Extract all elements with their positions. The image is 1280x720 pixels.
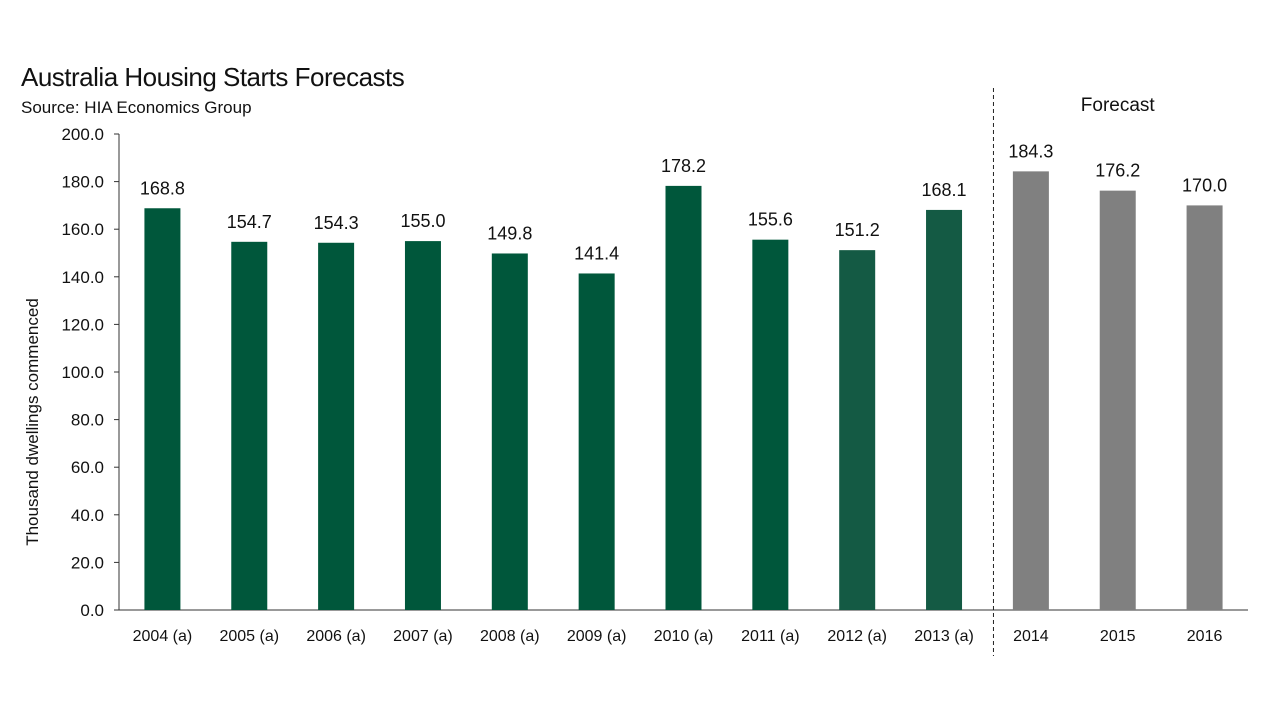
data-label: 155.0 <box>400 211 445 231</box>
data-label: 168.1 <box>922 180 967 200</box>
bar-2005-a <box>231 241 268 610</box>
bar-2012-a <box>839 250 876 611</box>
x-tick-label: 2014 <box>1013 628 1049 645</box>
x-tick-label: 2004 (a) <box>133 628 193 645</box>
x-tick-label: 2012 (a) <box>827 628 887 645</box>
y-tick-label: 200.0 <box>61 125 104 144</box>
x-tick-label: 2006 (a) <box>306 628 366 645</box>
bar-2008-a <box>491 253 528 610</box>
bar-2006-a <box>318 242 355 611</box>
y-tick-label: 160.0 <box>61 220 104 239</box>
data-label: 170.0 <box>1182 175 1227 195</box>
x-tick-label: 2013 (a) <box>914 628 974 645</box>
chart-title: Australia Housing Starts Forecasts <box>21 62 405 92</box>
y-axis-label: Thousand dwellings commenced <box>23 298 42 546</box>
bar-2013-a <box>926 209 963 610</box>
chart-subtitle: Source: HIA Economics Group <box>21 98 252 117</box>
x-tick-label: 2010 (a) <box>654 628 714 645</box>
data-label: 155.6 <box>748 210 793 230</box>
x-tick-label: 2007 (a) <box>393 628 453 645</box>
y-tick-label: 60.0 <box>71 458 104 477</box>
bar-2010-a <box>665 185 702 610</box>
y-tick-label: 120.0 <box>61 315 104 334</box>
x-tick-label: 2009 (a) <box>567 628 627 645</box>
y-tick-label: 80.0 <box>71 411 104 430</box>
y-tick-label: 20.0 <box>71 553 104 572</box>
bar-2004-a <box>144 208 181 611</box>
bar-2016 <box>1186 205 1223 610</box>
data-label: 154.7 <box>227 212 272 232</box>
bar-2009-a <box>578 273 615 610</box>
x-tick-label: 2011 (a) <box>741 628 799 645</box>
y-tick-label: 140.0 <box>61 268 104 287</box>
y-tick-label: 180.0 <box>61 173 104 192</box>
x-tick-label: 2015 <box>1100 628 1136 645</box>
data-label: 168.8 <box>140 178 185 198</box>
x-tick-label: 2005 (a) <box>219 628 279 645</box>
data-label: 154.3 <box>314 213 359 233</box>
bar-2007-a <box>404 241 441 610</box>
forecast-label: Forecast <box>1081 95 1156 116</box>
data-label: 178.2 <box>661 156 706 176</box>
x-tick-label: 2016 <box>1187 628 1223 645</box>
bar-2014 <box>1012 171 1049 610</box>
data-label: 141.4 <box>574 243 619 263</box>
x-tick-label: 2008 (a) <box>480 628 540 645</box>
data-label: 184.3 <box>1008 141 1053 161</box>
y-tick-label: 100.0 <box>61 363 104 382</box>
bar-2015 <box>1099 190 1136 611</box>
data-label: 176.2 <box>1095 161 1140 181</box>
y-tick-label: 40.0 <box>71 506 104 525</box>
bar-2011-a <box>752 239 789 610</box>
y-tick-label: 0.0 <box>80 601 104 620</box>
data-label: 149.8 <box>487 223 532 243</box>
data-label: 151.2 <box>835 220 880 240</box>
